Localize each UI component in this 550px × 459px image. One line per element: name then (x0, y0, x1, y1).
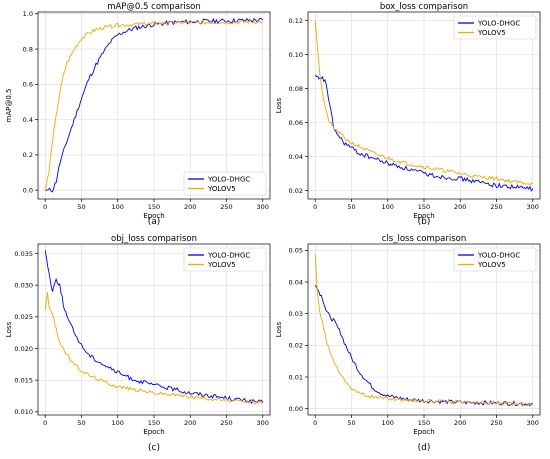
panel-c-legend-box (183, 247, 267, 272)
panel-b-xtick-label-6: 300 (527, 203, 539, 211)
panel-d-ytick-label-3: 0.03 (289, 310, 303, 318)
panel-d-legend-label-0: YOLO-DHGC (477, 251, 520, 259)
panel-c-title: obj_loss comparison (111, 234, 197, 244)
panel-d-xtick-label-1: 50 (347, 419, 355, 427)
panel-b-legend: YOLO-DHGC YOLOV5 (453, 15, 537, 40)
panel-c-xtick-label-2: 100 (112, 419, 124, 427)
panel-c-xtick-label-1: 50 (77, 419, 85, 427)
panel-b-ytick-label-1: 0.04 (289, 153, 303, 161)
panel-d-xtick-label-6: 300 (527, 419, 539, 427)
panel-a-xlabel: Epoch (143, 212, 164, 220)
panel-d-ytick-label-2: 0.02 (289, 342, 303, 350)
panel-b-series-0 (314, 74, 534, 192)
panel-a: 0 50 100 150 200 250 300 0.0 0.2 0.4 0.6 0.8 1.0 mAP@… (5, 2, 271, 227)
panel-b-legend-label-0: YOLO-DHGC (477, 19, 520, 27)
panel-a-legend-box (183, 171, 267, 196)
panel-a-xtick-label-2: 100 (112, 203, 124, 211)
panel-a-ylabel: mAP@0.5 (5, 89, 13, 123)
panel-a-ytick-label-5: 1.0 (23, 10, 33, 18)
panel-c-xtick-label-6: 300 (257, 419, 269, 427)
panel-c-xtick-label-3: 150 (148, 419, 160, 427)
panel-b-caption: (b) (418, 217, 431, 227)
panel-d-xtick-label-4: 200 (454, 419, 466, 427)
panel-d-ytick-label-1: 0.01 (289, 373, 303, 381)
panel-b-xlabel: Epoch (413, 212, 434, 220)
panel-d-legend: YOLO-DHGC YOLOV5 (453, 247, 537, 272)
panel-c-ytick-label-0: 0.010 (14, 408, 33, 416)
panel-a-legend-label-1: YOLOV5 (207, 185, 236, 193)
panel-c-ytick-label-3: 0.025 (14, 313, 33, 321)
panel-d-xtick-label-5: 250 (490, 419, 502, 427)
panel-c-xtick-label-5: 250 (220, 419, 232, 427)
panel-c-ylabel: Loss (5, 321, 13, 337)
panel-b-legend-box (453, 15, 537, 40)
panel-a-ytick-label-3: 0.6 (23, 81, 33, 89)
panel-d-xlabel: Epoch (413, 428, 434, 436)
panel-a-frame (37, 11, 271, 200)
panel-c-caption: (c) (148, 443, 160, 453)
panel-b-ytick-label-0: 0.02 (289, 187, 303, 195)
panel-c-xtick-label-0: 0 (43, 419, 47, 427)
panel-a-series-1 (44, 19, 264, 191)
panel-d-xtick-label-2: 100 (382, 419, 394, 427)
panel-b-xtick-label-1: 50 (347, 203, 355, 211)
panel-a-xtick-label-5: 250 (220, 203, 232, 211)
panel-a-ytick-label-4: 0.8 (23, 45, 33, 53)
panel-d-xtick-label-3: 150 (418, 419, 430, 427)
panel-c-xlabel: Epoch (143, 428, 164, 436)
panel-b-xtick-label-3: 150 (418, 203, 430, 211)
panel-b-ytick-label-4: 0.10 (289, 51, 303, 59)
panel-b-xtick-label-2: 100 (382, 203, 394, 211)
panel-c-series-1 (44, 292, 263, 405)
panel-d-legend-box (453, 247, 537, 272)
panel-a-xtick-label-4: 200 (184, 203, 196, 211)
panel-c-legend-label-0: YOLO-DHGC (207, 251, 250, 259)
panel-d-series-1 (314, 253, 533, 407)
panel-b-ytick-label-5: 0.12 (289, 17, 303, 25)
panel-a-xtick-label-1: 50 (77, 203, 85, 211)
panel-c-frame (37, 243, 271, 416)
panel-d-ytick-label-4: 0.04 (289, 278, 303, 286)
panel-a-ytick-label-0: 0.0 (23, 186, 33, 194)
panel-c-ytick-label-2: 0.020 (14, 345, 33, 353)
panel-a-xtick-label-0: 0 (43, 203, 47, 211)
panel-d-title: cls_loss comparison (382, 234, 466, 244)
panel-b-ytick-label-2: 0.06 (289, 119, 303, 127)
panel-d-xtick-label-0: 0 (313, 419, 317, 427)
panel-b-legend-label-1: YOLOV5 (477, 29, 506, 37)
panel-d-caption: (d) (418, 443, 431, 453)
panel-a-title: mAP@0.5 comparison (107, 2, 201, 12)
panel-d: 0 50 100 150 200 250 300 0.00 0.01 0.02 0.03 0.04 0.… (275, 234, 541, 453)
panel-c-ytick-label-1: 0.015 (14, 376, 33, 384)
panel-b: 0 50 100 150 200 250 300 0.02 0.04 0.06 0.08 0.10 0.… (275, 2, 541, 227)
panel-b-xtick-label-0: 0 (313, 203, 317, 211)
panel-a-legend: YOLO-DHGC YOLOV5 (183, 171, 267, 196)
panel-c-legend-label-1: YOLOV5 (207, 261, 236, 269)
panel-b-ylabel: Loss (275, 97, 283, 113)
panel-b-frame (307, 11, 541, 200)
panel-a-ytick-label-1: 0.2 (23, 151, 33, 159)
panel-d-ytick-label-5: 0.05 (289, 247, 303, 255)
panel-b-xtick-label-4: 200 (454, 203, 466, 211)
panel-b-ytick-label-3: 0.08 (289, 85, 303, 93)
panel-a-legend-label-0: YOLO-DHGC (207, 175, 250, 183)
panel-a-ytick-label-2: 0.4 (23, 116, 33, 124)
panel-b-xtick-label-5: 250 (490, 203, 502, 211)
panel-d-frame (307, 243, 541, 416)
panel-b-series-1 (314, 20, 533, 186)
panel-d-series-0 (314, 284, 533, 407)
panel-c-ytick-label-4: 0.030 (14, 281, 33, 289)
panel-c-legend: YOLO-DHGC YOLOV5 (183, 247, 267, 272)
panel-d-ylabel: Loss (275, 321, 283, 337)
panel-a-caption: (a) (148, 217, 161, 227)
panel-d-legend-label-1: YOLOV5 (477, 261, 506, 269)
panel-c: 0 50 100 150 200 250 300 0.010 0.015 0.020 0.025 0.… (5, 234, 271, 453)
panel-c-xtick-label-4: 200 (184, 419, 196, 427)
panel-a-xtick-label-3: 150 (148, 203, 160, 211)
panel-d-ytick-label-0: 0.00 (289, 405, 303, 413)
panel-a-xtick-label-6: 300 (257, 203, 269, 211)
panel-b-title: box_loss comparison (380, 2, 468, 12)
panel-c-ytick-label-5: 0.035 (14, 250, 33, 258)
